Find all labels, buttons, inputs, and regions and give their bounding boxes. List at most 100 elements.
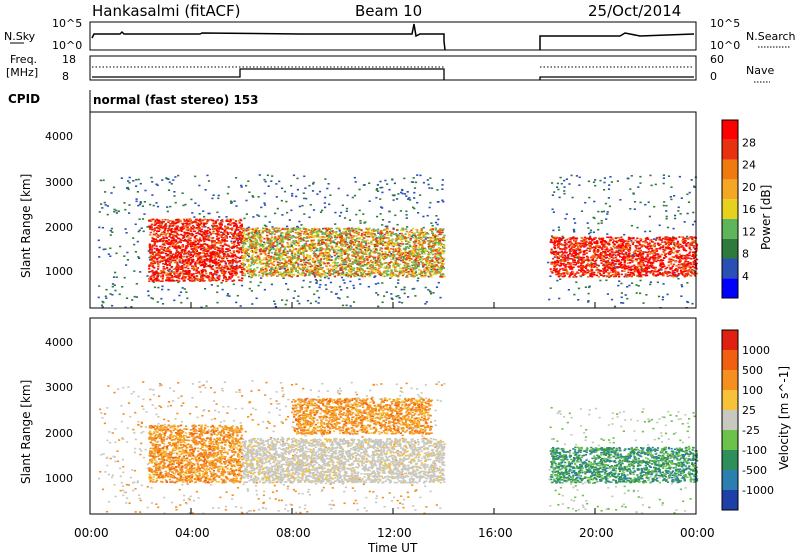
power-region-cell	[309, 244, 311, 246]
power-scatter-cell	[98, 227, 100, 229]
power-region-cell	[385, 251, 387, 253]
power-scatter-cell	[326, 188, 328, 190]
power-scatter-cell	[566, 213, 568, 215]
power-region-cell	[358, 244, 360, 246]
power-region-cell	[197, 243, 199, 245]
power-region-cell	[213, 244, 215, 246]
power-region-cell	[163, 272, 165, 274]
power-scatter-cell	[319, 287, 321, 289]
power-region-cell	[173, 234, 175, 236]
power-region-cell	[244, 273, 246, 275]
power-region-cell	[345, 231, 347, 233]
power-scatter-cell	[617, 180, 619, 182]
power-scatter-cell	[423, 227, 425, 229]
power-scatter-cell	[121, 177, 123, 179]
power-scatter-cell	[442, 179, 444, 181]
power-scatter-cell	[339, 215, 341, 217]
power-region-cell	[211, 260, 213, 262]
power-scatter-cell	[102, 302, 104, 304]
power-scatter-cell	[413, 192, 415, 194]
power-region-cell	[430, 276, 432, 278]
power-scatter-cell	[563, 186, 565, 188]
power-scatter-cell	[205, 189, 207, 191]
power-region-cell	[305, 237, 307, 239]
power-scatter-cell	[301, 287, 303, 289]
power-region-cell	[176, 251, 178, 253]
power-region-cell	[222, 260, 224, 262]
power-region-cell	[361, 247, 363, 249]
power-scatter-cell	[285, 304, 287, 306]
power-region-cell	[169, 277, 171, 279]
power-region-cell	[402, 243, 404, 245]
power-region-cell	[168, 249, 170, 251]
power-region-cell	[188, 275, 190, 277]
power-region-cell	[258, 275, 260, 277]
power-scatter-cell	[171, 183, 173, 185]
power-region-cell	[164, 268, 166, 270]
power-region-cell	[287, 272, 289, 274]
power-region-cell	[190, 244, 192, 246]
power-region-cell	[157, 266, 159, 268]
power-region-cell	[201, 229, 203, 231]
power-region-cell	[308, 262, 310, 264]
power-region-cell	[244, 275, 246, 277]
power-scatter-cell	[205, 305, 207, 307]
power-scatter-cell	[178, 295, 180, 297]
power-scatter-cell	[574, 222, 576, 224]
power-scatter-cell	[281, 200, 283, 202]
power-scatter-cell	[318, 302, 320, 304]
power-scatter-cell	[285, 201, 287, 203]
power-region-cell	[425, 233, 427, 235]
power-region-cell	[222, 246, 224, 248]
power-region-cell	[357, 227, 359, 229]
power-scatter-cell	[167, 178, 169, 180]
power-scatter-cell	[601, 222, 603, 224]
power-region-cell	[161, 238, 163, 240]
power-scatter-cell	[430, 222, 432, 224]
power-scatter-cell	[182, 205, 184, 207]
power-scatter-cell	[611, 299, 613, 301]
power-scatter-cell	[190, 199, 192, 201]
power-region-cell	[226, 265, 228, 267]
power-scatter-cell	[388, 189, 390, 191]
power-scatter-cell	[301, 205, 303, 207]
power-scatter-cell	[665, 210, 667, 212]
power-scatter-cell	[304, 187, 306, 189]
power-region-cell	[216, 238, 218, 240]
power-scatter-cell	[359, 210, 361, 212]
power-region-cell	[271, 252, 273, 254]
power-region-cell	[237, 229, 239, 231]
power-region-cell	[359, 237, 361, 239]
power-region-cell	[206, 220, 208, 222]
power-scatter-cell	[107, 205, 109, 207]
power-scatter-cell	[353, 287, 355, 289]
power-scatter-cell	[113, 211, 115, 213]
power-scatter-cell	[435, 222, 437, 224]
power-region-cell	[220, 267, 222, 269]
power-region-cell	[214, 247, 216, 249]
power-region-cell	[329, 250, 331, 252]
power-scatter-cell	[126, 232, 128, 234]
power-scatter-cell	[590, 262, 592, 264]
power-region-cell	[283, 274, 285, 276]
power-region-cell	[173, 241, 175, 243]
power-region-cell	[185, 270, 187, 272]
power-region-cell	[185, 276, 187, 278]
power-region-cell	[300, 235, 302, 237]
power-scatter-cell	[694, 186, 696, 188]
power-region-cell	[320, 237, 322, 239]
power-region-cell	[183, 219, 185, 221]
power-region-cell	[367, 273, 369, 275]
power-region-cell	[308, 235, 310, 237]
power-region-cell	[196, 267, 198, 269]
power-scatter-cell	[98, 285, 100, 287]
power-region-cell	[181, 262, 183, 264]
power-region-cell	[214, 228, 216, 230]
power-region-cell	[392, 248, 394, 250]
power-region-cell	[208, 219, 210, 221]
power-scatter-cell	[381, 207, 383, 209]
power-scatter-cell	[105, 296, 107, 298]
power-region-cell	[234, 268, 236, 270]
power-region-cell	[195, 250, 197, 252]
power-region-cell	[200, 277, 202, 279]
